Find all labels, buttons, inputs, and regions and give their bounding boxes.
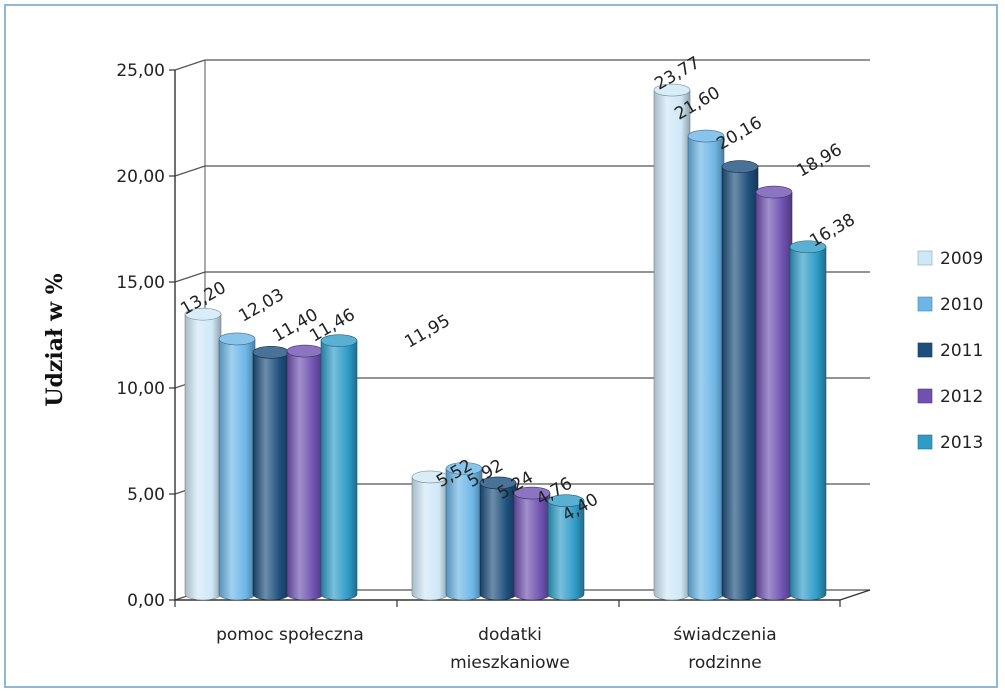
bar bbox=[547, 494, 585, 601]
legend-label: 2010 bbox=[940, 295, 983, 315]
legend-swatch bbox=[917, 250, 933, 266]
legend-item: 2013 bbox=[917, 433, 983, 453]
bars bbox=[184, 83, 827, 601]
bar bbox=[789, 240, 827, 601]
legend-label: 2011 bbox=[940, 341, 983, 361]
y-tick-label: 15,00 bbox=[116, 273, 165, 293]
category-label: rodzinne bbox=[688, 653, 761, 673]
y-tick-label: 5,00 bbox=[127, 485, 165, 505]
gridline-diagonal bbox=[174, 59, 206, 71]
bar bbox=[687, 129, 725, 601]
bar bbox=[320, 334, 358, 601]
y-tick-label: 10,00 bbox=[116, 379, 165, 399]
y-tick-label: 25,00 bbox=[116, 61, 165, 81]
bar bbox=[184, 307, 222, 601]
bar bbox=[513, 486, 551, 601]
bar bbox=[721, 160, 759, 601]
gridline-diagonal bbox=[174, 165, 206, 177]
data-label: 12,03 bbox=[235, 285, 287, 327]
y-tick-label: 0,00 bbox=[127, 591, 165, 611]
y-tick-labels: 0,00 5,00 10,00 15,00 20,00 25,00 bbox=[116, 61, 165, 611]
legend-label: 2012 bbox=[940, 387, 983, 407]
y-tick-label: 20,00 bbox=[116, 167, 165, 187]
data-label: 11,95 bbox=[401, 311, 453, 353]
category-label: dodatki bbox=[478, 625, 542, 645]
bar bbox=[653, 83, 691, 601]
data-label: 18,96 bbox=[793, 140, 845, 182]
y-axis-label: Udział w % bbox=[42, 273, 68, 406]
data-label: 16,38 bbox=[806, 210, 858, 252]
category-labels: pomoc społeczna dodatki mieszkaniowe świadc… bbox=[216, 625, 777, 673]
legend-label: 2013 bbox=[940, 433, 983, 453]
legend-item: 2009 bbox=[917, 249, 983, 269]
category-label: świadczenia bbox=[673, 625, 776, 645]
legend-swatch bbox=[917, 342, 933, 358]
legend-item: 2011 bbox=[917, 341, 983, 361]
legend-swatch bbox=[917, 434, 933, 450]
bar bbox=[218, 332, 256, 601]
bar bbox=[286, 344, 324, 601]
legend: 2009 2010 2011 2012 2013 bbox=[917, 249, 983, 453]
legend-swatch bbox=[917, 388, 933, 404]
gridline-diagonal bbox=[174, 271, 206, 283]
category-label: mieszkaniowe bbox=[450, 653, 570, 673]
legend-item: 2010 bbox=[917, 295, 983, 315]
legend-item: 2012 bbox=[917, 387, 983, 407]
bar bbox=[252, 346, 290, 601]
floor-edge bbox=[839, 589, 871, 601]
data-label: 20,16 bbox=[713, 113, 765, 155]
category-label: pomoc społeczna bbox=[216, 625, 364, 645]
legend-label: 2009 bbox=[940, 249, 983, 269]
bar bbox=[755, 185, 793, 601]
legend-swatch bbox=[917, 296, 933, 312]
